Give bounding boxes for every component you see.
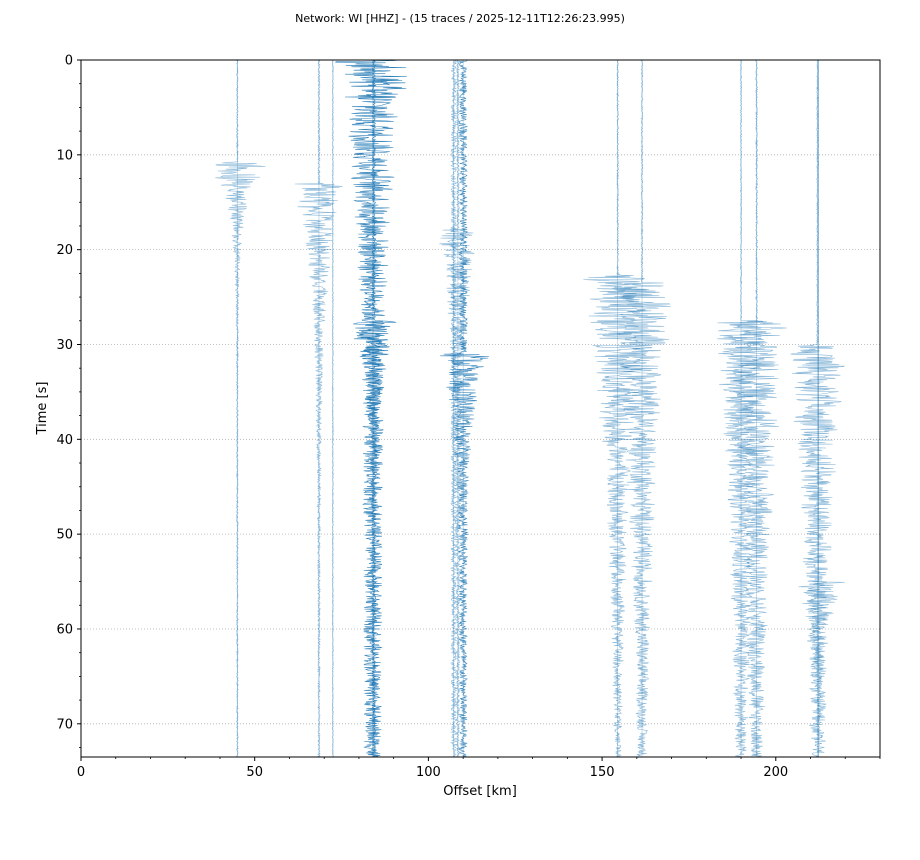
y-tick-label: 10 <box>56 148 73 163</box>
seismic-trace <box>717 60 764 757</box>
seismic-trace <box>331 60 335 757</box>
x-axis-label: Offset [km] <box>443 784 517 799</box>
y-axis-label: Time [s] <box>35 382 50 436</box>
x-tick-label: 150 <box>590 765 615 780</box>
chart-title: Network: WI [HHZ] - (15 traces / 2025-12… <box>295 12 625 25</box>
x-tick-label: 200 <box>763 765 788 780</box>
seismic-trace <box>728 60 787 757</box>
seismic-trace <box>449 60 458 757</box>
seismic-trace <box>294 60 343 757</box>
seismic-trace <box>439 60 490 757</box>
seismic-trace <box>612 60 672 757</box>
grid-layer <box>81 154 880 725</box>
seismic-trace <box>215 60 266 757</box>
seismic-trace <box>790 60 845 757</box>
y-tick-label: 70 <box>56 717 73 732</box>
seismic-trace <box>583 60 647 757</box>
y-tick-label: 30 <box>56 338 73 353</box>
x-tick-label: 100 <box>416 765 441 780</box>
seismic-trace <box>439 60 475 757</box>
plot-frame <box>80 59 881 758</box>
traces-layer <box>215 60 845 757</box>
seismic-trace <box>353 60 397 757</box>
y-tick-label: 40 <box>56 433 73 448</box>
y-tick-label: 50 <box>56 528 73 543</box>
x-tick-label: 50 <box>246 765 263 780</box>
seismic-trace <box>335 60 407 757</box>
axes-layer: 0 10 20 30 40 50 60 70 0 50 100 150 200 <box>56 54 881 780</box>
y-tick-label: 0 <box>65 54 73 69</box>
y-tick-label: 60 <box>56 622 73 637</box>
x-tick-label: 0 <box>77 765 85 780</box>
y-tick-label: 20 <box>56 243 73 258</box>
seismic-trace <box>798 60 845 757</box>
